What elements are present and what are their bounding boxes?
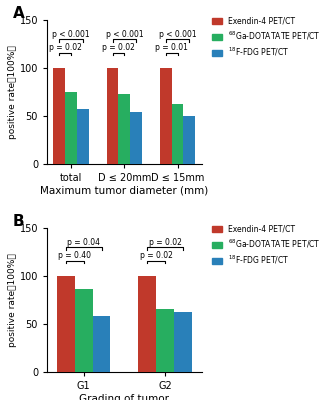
Text: p = 0.02: p = 0.02 bbox=[149, 238, 181, 247]
Bar bbox=[130, 112, 142, 164]
Text: p = 0.01: p = 0.01 bbox=[155, 43, 188, 52]
Bar bbox=[57, 276, 75, 372]
Bar bbox=[172, 104, 183, 164]
Bar bbox=[119, 94, 130, 164]
Text: p = 0.02: p = 0.02 bbox=[49, 43, 82, 52]
Legend: Exendin-4 PET/CT, $^{68}$Ga-DOTATATE PET/CT, $^{18}$F-FDG PET/CT: Exendin-4 PET/CT, $^{68}$Ga-DOTATATE PET… bbox=[212, 225, 321, 266]
Y-axis label: positive rate（100%）: positive rate（100%） bbox=[8, 45, 17, 139]
Bar bbox=[65, 92, 77, 164]
Bar bbox=[174, 312, 192, 372]
Bar bbox=[183, 116, 195, 164]
X-axis label: Grading of tumor: Grading of tumor bbox=[79, 394, 169, 400]
Text: p < 0.001: p < 0.001 bbox=[159, 30, 197, 39]
Text: B: B bbox=[13, 214, 25, 229]
Text: p < 0.001: p < 0.001 bbox=[52, 30, 90, 39]
Text: p = 0.40: p = 0.40 bbox=[58, 252, 91, 260]
Text: p = 0.02: p = 0.02 bbox=[139, 252, 172, 260]
Bar bbox=[53, 68, 65, 164]
Bar bbox=[156, 309, 174, 372]
Bar bbox=[138, 276, 156, 372]
Y-axis label: positive rate（100%）: positive rate（100%） bbox=[8, 253, 17, 347]
Text: p < 0.001: p < 0.001 bbox=[106, 30, 143, 39]
Bar bbox=[160, 68, 172, 164]
Text: p = 0.04: p = 0.04 bbox=[67, 238, 100, 247]
Bar bbox=[77, 109, 89, 164]
Legend: Exendin-4 PET/CT, $^{68}$Ga-DOTATATE PET/CT, $^{18}$F-FDG PET/CT: Exendin-4 PET/CT, $^{68}$Ga-DOTATATE PET… bbox=[212, 17, 321, 58]
X-axis label: Maximum tumor diameter (mm): Maximum tumor diameter (mm) bbox=[40, 186, 208, 196]
Bar bbox=[93, 316, 111, 372]
Text: A: A bbox=[13, 6, 25, 21]
Bar bbox=[107, 68, 119, 164]
Bar bbox=[75, 289, 93, 372]
Text: p = 0.02: p = 0.02 bbox=[102, 43, 135, 52]
